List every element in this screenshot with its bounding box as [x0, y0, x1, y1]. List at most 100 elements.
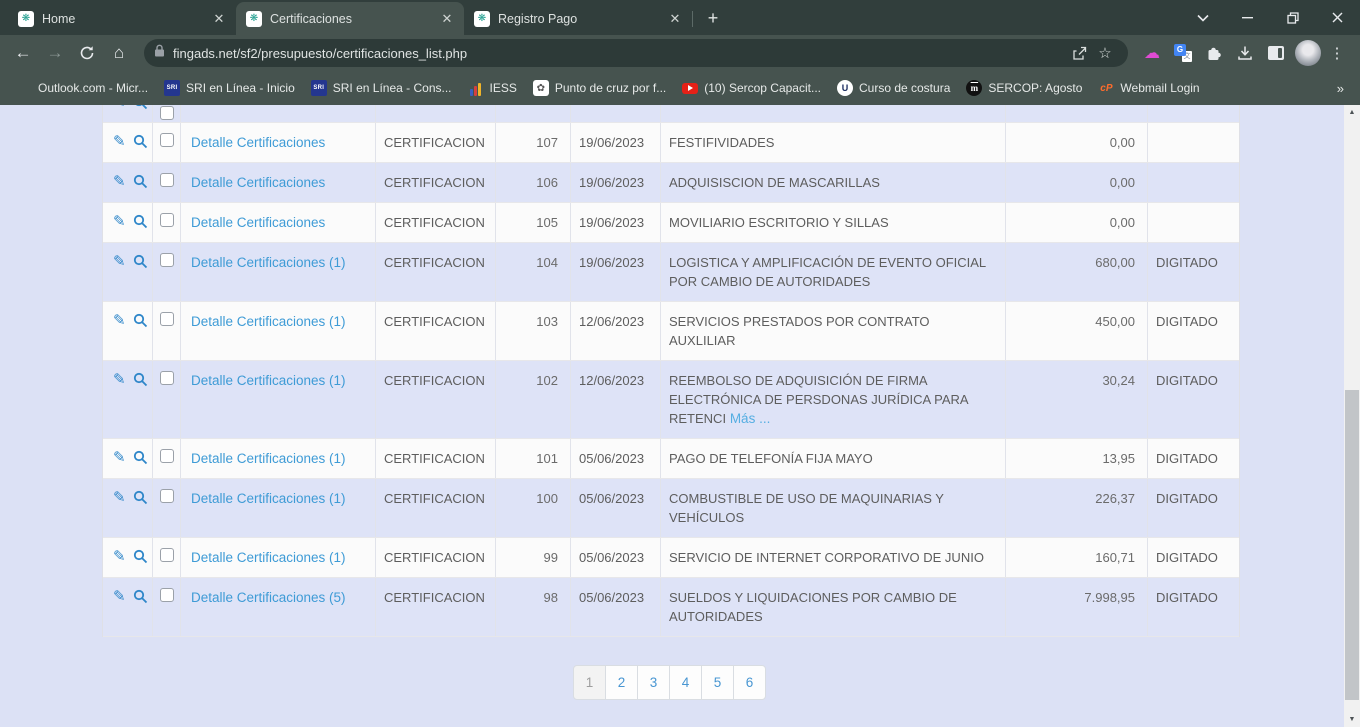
detalle-certificaciones-link[interactable]: Detalle Certificaciones (1)	[191, 550, 346, 565]
view-icon[interactable]	[133, 490, 148, 505]
tab-title: Registro Pago	[498, 11, 578, 26]
bookmarks-overflow-button[interactable]: »	[1336, 80, 1344, 96]
page-button-4[interactable]: 4	[669, 665, 702, 700]
side-panel-icon[interactable]	[1264, 41, 1288, 65]
edit-icon[interactable]: ✎	[113, 312, 126, 329]
detalle-certificaciones-link[interactable]: Detalle Certificaciones	[191, 175, 326, 190]
downloads-icon[interactable]	[1233, 41, 1257, 65]
address-bar[interactable]: fingads.net/sf2/presupuesto/certificacio…	[144, 39, 1128, 67]
edit-icon[interactable]: ✎	[113, 548, 126, 565]
bookmark-item[interactable]: SRI SRI en Línea - Cons...	[303, 75, 460, 101]
swirl-icon: ✿	[532, 80, 549, 96]
row-checkbox[interactable]	[160, 173, 174, 187]
estado-cell: DIGITADO	[1156, 590, 1218, 605]
table-row: ✎ Detalle Certificaciones CERTIFICACION …	[103, 163, 1239, 203]
new-tab-button[interactable]: +	[707, 7, 719, 28]
detalle-certificaciones-link[interactable]: Detalle Certificaciones (5)	[191, 590, 346, 605]
view-icon[interactable]	[133, 372, 148, 387]
edit-icon[interactable]: ✎	[113, 105, 126, 110]
bookmark-item[interactable]: cP Webmail Login	[1090, 75, 1207, 101]
bookmark-star-icon[interactable]: ☆	[1098, 45, 1112, 62]
page-scrollbar[interactable]: ▲ ▼	[1344, 105, 1360, 727]
minimize-button[interactable]	[1225, 0, 1270, 35]
scrollbar-thumb[interactable]	[1345, 390, 1359, 700]
restore-button[interactable]	[1270, 0, 1315, 35]
tab-close-icon[interactable]: ✕	[213, 10, 225, 26]
extensions-puzzle-icon[interactable]	[1202, 41, 1226, 65]
view-icon[interactable]	[133, 589, 148, 604]
table-row-partial: ✎	[103, 105, 1239, 123]
back-button[interactable]: ←	[14, 43, 32, 62]
view-icon[interactable]	[133, 450, 148, 465]
detalle-certificaciones-link[interactable]: Detalle Certificaciones	[191, 135, 326, 150]
view-icon[interactable]	[133, 134, 148, 149]
fecha-cell: 05/06/2023	[571, 439, 661, 478]
mas-link[interactable]: Más ...	[726, 411, 771, 426]
row-checkbox[interactable]	[160, 548, 174, 562]
row-checkbox[interactable]	[160, 312, 174, 326]
close-button[interactable]	[1315, 0, 1360, 35]
view-icon[interactable]	[133, 313, 148, 328]
view-icon[interactable]	[133, 105, 148, 110]
page-button-6[interactable]: 6	[733, 665, 766, 700]
home-button[interactable]: ⌂	[113, 43, 125, 62]
share-icon[interactable]	[1066, 40, 1092, 66]
row-checkbox[interactable]	[160, 253, 174, 267]
forward-button[interactable]: →	[46, 43, 64, 62]
u-circle-icon: U	[836, 80, 853, 96]
edit-icon[interactable]: ✎	[113, 588, 126, 605]
scrollbar-up-button[interactable]: ▲	[1348, 109, 1356, 116]
reload-button[interactable]	[72, 38, 102, 68]
browser-menu-icon[interactable]: ⋮	[1329, 45, 1345, 62]
tab-home[interactable]: ❋ Home ✕	[8, 2, 236, 35]
detalle-certificaciones-link[interactable]: Detalle Certificaciones (1)	[191, 373, 346, 388]
row-checkbox[interactable]	[160, 106, 174, 120]
view-icon[interactable]	[133, 549, 148, 564]
row-checkbox[interactable]	[160, 588, 174, 602]
row-checkbox[interactable]	[160, 213, 174, 227]
numero-cell: 100	[496, 479, 571, 537]
row-checkbox[interactable]	[160, 489, 174, 503]
row-checkbox[interactable]	[160, 449, 174, 463]
estado-cell: DIGITADO	[1156, 451, 1218, 466]
edit-icon[interactable]: ✎	[113, 173, 126, 190]
row-checkbox[interactable]	[160, 133, 174, 147]
scrollbar-down-button[interactable]: ▼	[1348, 716, 1356, 723]
detalle-certificaciones-link[interactable]: Detalle Certificaciones (1)	[191, 255, 346, 270]
page-button-2[interactable]: 2	[605, 665, 638, 700]
tab-search-chevron-icon[interactable]	[1180, 0, 1225, 35]
view-icon[interactable]	[133, 254, 148, 269]
page-button-1[interactable]: 1	[573, 665, 606, 700]
detalle-certificaciones-link[interactable]: Detalle Certificaciones (1)	[191, 314, 346, 329]
edit-icon[interactable]: ✎	[113, 449, 126, 466]
numero-cell: 104	[496, 243, 571, 301]
detalle-certificaciones-link[interactable]: Detalle Certificaciones (1)	[191, 491, 346, 506]
view-icon[interactable]	[133, 174, 148, 189]
edit-icon[interactable]: ✎	[113, 371, 126, 388]
edit-icon[interactable]: ✎	[113, 253, 126, 270]
bookmark-item[interactable]: m SERCOP: Agosto	[958, 75, 1090, 101]
page-button-5[interactable]: 5	[701, 665, 734, 700]
tab-close-icon[interactable]: ✕	[441, 10, 453, 26]
bookmark-item[interactable]: IESS	[460, 75, 525, 101]
tab-close-icon[interactable]: ✕	[669, 10, 681, 26]
profile-avatar[interactable]	[1295, 40, 1321, 66]
bookmark-item[interactable]: SRI SRI en Línea - Inicio	[156, 75, 303, 101]
page-button-3[interactable]: 3	[637, 665, 670, 700]
row-checkbox[interactable]	[160, 371, 174, 385]
bookmark-item[interactable]: Outlook.com - Micr...	[8, 75, 156, 101]
cloud-extension-icon[interactable]: ☁	[1144, 45, 1160, 62]
detalle-certificaciones-link[interactable]: Detalle Certificaciones (1)	[191, 451, 346, 466]
tab-certificaciones[interactable]: ❋ Certificaciones ✕	[236, 2, 464, 35]
tab-registro-pago[interactable]: ❋ Registro Pago ✕	[464, 2, 692, 35]
detail-link-cell: Detalle Certificaciones (1)	[181, 243, 376, 301]
bookmark-item[interactable]: (10) Sercop Capacit...	[674, 76, 829, 100]
bookmark-item[interactable]: U Curso de costura	[829, 75, 958, 101]
bookmark-item[interactable]: ✿ Punto de cruz por f...	[525, 75, 674, 101]
edit-icon[interactable]: ✎	[113, 133, 126, 150]
detalle-certificaciones-link[interactable]: Detalle Certificaciones	[191, 215, 326, 230]
edit-icon[interactable]: ✎	[113, 213, 126, 230]
view-icon[interactable]	[133, 214, 148, 229]
edit-icon[interactable]: ✎	[113, 489, 126, 506]
